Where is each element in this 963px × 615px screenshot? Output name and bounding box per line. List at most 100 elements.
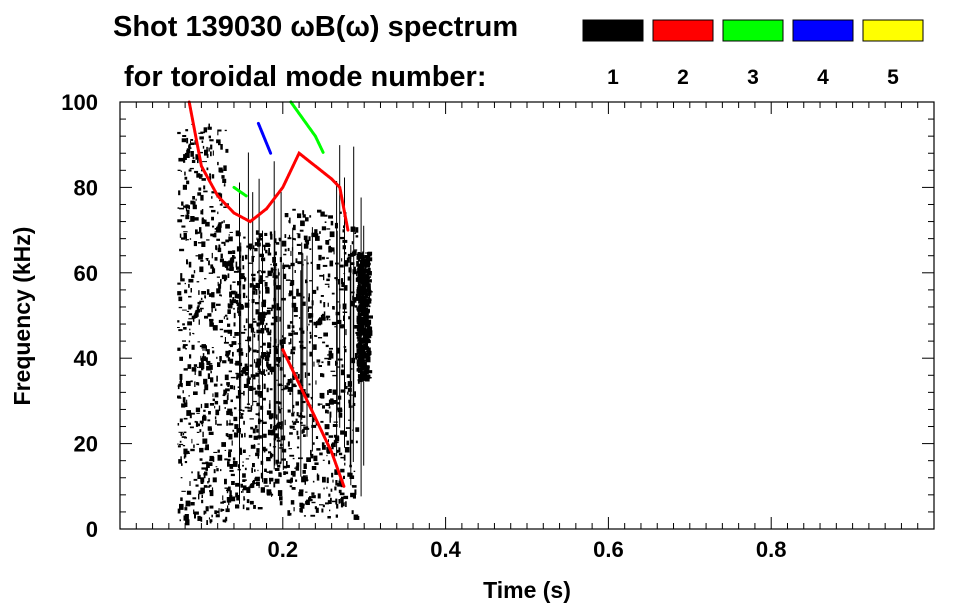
mode-1-speck (267, 252, 272, 256)
mode-1-speck (203, 190, 208, 193)
mode-1-speck (205, 357, 208, 363)
mode-1-speck (194, 311, 199, 317)
mode-1-speck (256, 481, 259, 484)
mode-1-speck (236, 266, 239, 270)
mode-1-speck (347, 276, 352, 281)
mode-1-speck (313, 417, 315, 423)
mode-1-speck (308, 383, 311, 386)
mode-1-speck (230, 376, 236, 379)
mode-1-speck (278, 401, 282, 405)
mode-1-speck (224, 337, 226, 343)
mode-1-speck (251, 387, 256, 390)
mode-1-speck (281, 448, 287, 453)
mode-1-speck (200, 259, 204, 262)
mode-1-speck (266, 457, 271, 462)
mode-1-speck (269, 388, 273, 391)
mode-1-speck (261, 421, 267, 424)
mode-1-speck (283, 465, 288, 469)
mode-1-speck (253, 349, 257, 353)
mode-1-speck (228, 449, 232, 452)
mode-1-speck (192, 497, 197, 500)
mode-1-speck (179, 356, 183, 361)
mode-1-speck (344, 386, 348, 390)
mode-1-speck (315, 380, 317, 385)
mode-1-speck (328, 239, 331, 241)
mode-1-speck (192, 201, 196, 206)
mode-1-speck (177, 423, 180, 426)
mode-1-speck (249, 247, 252, 251)
mode-1-speck (340, 468, 345, 473)
mode-1-speck (360, 328, 364, 333)
mode-1-speck (313, 321, 318, 326)
mode-1-speck (262, 311, 266, 317)
mode-1-speck (270, 424, 273, 429)
mode-1-speck (352, 485, 357, 488)
mode-1-speck (366, 302, 370, 305)
mode-1-speck (346, 374, 351, 378)
mode-1-speck (350, 492, 356, 498)
mode-1-speck (221, 221, 223, 224)
mode-1-speck (366, 339, 371, 344)
mode-1-speck (288, 220, 291, 223)
mode-1-speck (331, 472, 334, 478)
mode-1-speck (349, 475, 355, 479)
mode-1-speck (331, 500, 337, 503)
mode-1-speck (185, 505, 187, 507)
mode-1-speck (290, 338, 292, 345)
mode-1-speck (310, 514, 316, 517)
mode-1-speck (224, 129, 227, 132)
mode-1-speck (225, 388, 230, 392)
mode-1-speck (227, 273, 230, 278)
mode-1-speck (197, 382, 200, 386)
mode-1-speck (256, 481, 260, 486)
mode-1-speck (353, 297, 357, 303)
mode-1-speck (368, 315, 373, 319)
mode-1-speck (207, 373, 210, 379)
mode-1-speck (256, 350, 259, 353)
mode-1-speck (328, 353, 334, 359)
mode-1-speck (253, 374, 256, 380)
mode-1-speck (287, 237, 292, 240)
mode-1-speck (304, 479, 306, 485)
mode-1-speck (287, 247, 290, 252)
mode-1-speck (188, 261, 192, 268)
mode-1-speck (338, 499, 341, 504)
mode-1-speck (329, 318, 331, 321)
mode-1-speck (185, 204, 189, 209)
mode-1-speck (333, 421, 338, 423)
mode-1-speck (367, 267, 371, 272)
mode-1-speck (242, 464, 244, 467)
mode-1-speck (291, 302, 297, 308)
mode-1-speck (184, 282, 186, 285)
mode-1-speck (356, 344, 360, 349)
mode-1-speck (215, 419, 217, 425)
mode-1-speck (249, 364, 253, 367)
mode-1-speck (197, 366, 199, 368)
mode-1-speck (186, 490, 192, 495)
mode-1-speck (364, 317, 369, 323)
mode-1-speck (185, 235, 187, 241)
mode-1-speck (206, 167, 209, 171)
mode-1-speck (283, 337, 287, 340)
mode-1-speck (201, 217, 204, 221)
mode-1-speck (313, 361, 315, 367)
mode-1-speck (265, 288, 270, 294)
mode-1-speck (244, 372, 249, 376)
mode-1-speck (186, 399, 188, 404)
mode-1-speck (222, 495, 224, 500)
mode-1-speck (332, 479, 334, 483)
mode-1-speck (311, 466, 317, 470)
mode-1-speck (223, 329, 228, 333)
mode-1-speck (197, 423, 200, 427)
mode-1-speck (182, 397, 186, 403)
mode-1-speck (232, 281, 236, 283)
mode-1-speck (309, 334, 312, 339)
mode-1-speck (364, 335, 367, 337)
chart-title-line1: Shot 139030 ωB(ω) spectrum (113, 11, 518, 43)
mode-1-speck (227, 261, 229, 266)
mode-1-speck (302, 210, 305, 215)
mode-1-speck (180, 170, 182, 172)
mode-1-speck (188, 422, 191, 425)
mode-1-speck (345, 329, 347, 336)
mode-1-speck (184, 154, 186, 158)
